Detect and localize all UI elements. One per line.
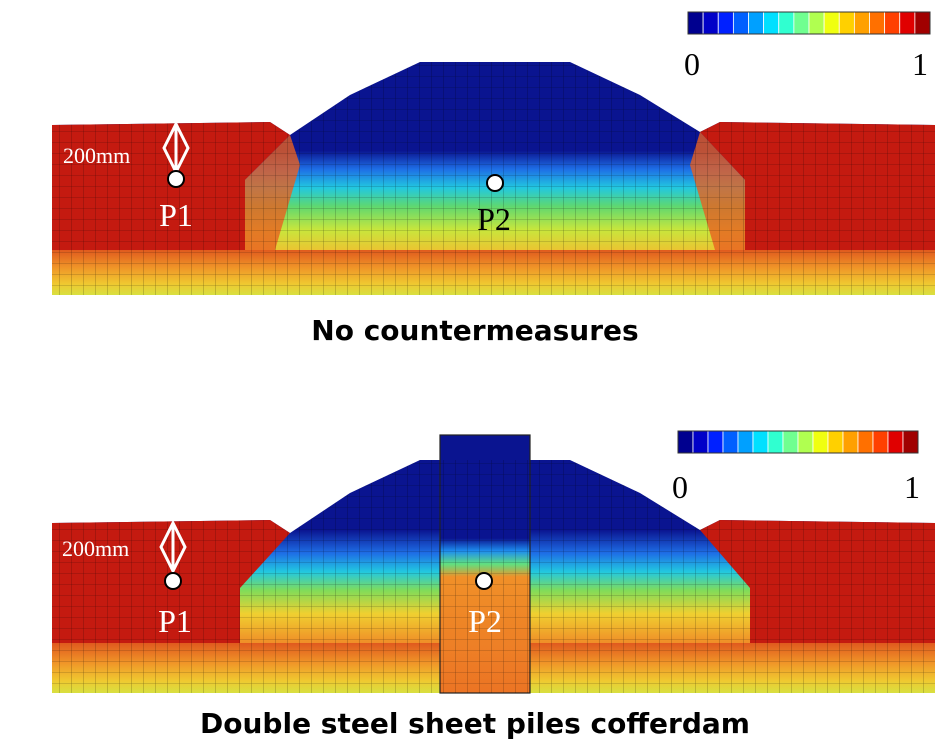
point-marker bbox=[164, 572, 182, 590]
colorbar-swatch bbox=[823, 11, 840, 35]
point-marker bbox=[475, 572, 493, 590]
point-marker bbox=[167, 170, 185, 188]
panel: 0 1 200mm P1 P2 Double steel sheet piles… bbox=[62, 430, 920, 740]
colorbar-swatch bbox=[692, 430, 709, 454]
colorbar bbox=[677, 430, 919, 454]
colorbar-swatch bbox=[869, 11, 886, 35]
colorbar-swatch bbox=[902, 430, 919, 454]
scale-label: 200mm bbox=[63, 143, 130, 168]
colorbar-swatch bbox=[748, 11, 765, 35]
colorbar-swatch bbox=[722, 430, 739, 454]
colorbar-swatch bbox=[914, 11, 931, 35]
point-marker bbox=[486, 174, 504, 192]
colorbar-swatch bbox=[732, 11, 749, 35]
colorbar bbox=[687, 11, 931, 35]
colorbar-swatch bbox=[717, 11, 734, 35]
scale-arrow bbox=[159, 519, 187, 575]
colorbar-swatch bbox=[687, 11, 704, 35]
point-label: P1 bbox=[158, 603, 192, 639]
colorbar-swatch bbox=[899, 11, 916, 35]
colorbar-border bbox=[677, 430, 919, 454]
contour-plot bbox=[51, 434, 936, 694]
colorbar-swatch bbox=[812, 430, 829, 454]
colorbar-max: 1 bbox=[904, 469, 920, 505]
colorbar-swatch bbox=[808, 11, 825, 35]
colorbar-swatch bbox=[838, 11, 855, 35]
colorbar-swatch bbox=[827, 430, 844, 454]
colorbar-swatch bbox=[857, 430, 874, 454]
colorbar-swatch bbox=[797, 430, 814, 454]
colorbar-min: 0 bbox=[672, 469, 688, 505]
colorbar-swatch bbox=[752, 430, 769, 454]
point-label: P2 bbox=[477, 201, 511, 237]
colorbar-swatch bbox=[842, 430, 859, 454]
colorbar-swatch bbox=[872, 430, 889, 454]
caption: No countermeasures bbox=[311, 314, 638, 347]
colorbar-swatch bbox=[793, 11, 810, 35]
colorbar-max: 1 bbox=[912, 46, 928, 82]
colorbar-swatch bbox=[702, 11, 719, 35]
colorbar-swatch bbox=[778, 11, 795, 35]
colorbar-swatch bbox=[884, 11, 901, 35]
colorbar-swatch bbox=[767, 430, 784, 454]
colorbar-swatch bbox=[782, 430, 799, 454]
colorbar-swatch bbox=[677, 430, 694, 454]
colorbar-swatch bbox=[707, 430, 724, 454]
point-label: P1 bbox=[159, 197, 193, 233]
colorbar-border bbox=[687, 11, 931, 35]
colorbar-swatch bbox=[763, 11, 780, 35]
point-label: P2 bbox=[468, 603, 502, 639]
colorbar-swatch bbox=[887, 430, 904, 454]
scale-label: 200mm bbox=[62, 536, 129, 561]
colorbar-swatch bbox=[853, 11, 870, 35]
colorbar-min: 0 bbox=[684, 46, 700, 82]
panel: 0 1 200mm P1 P2 No countermeasures bbox=[63, 11, 931, 347]
caption: Double steel sheet piles cofferdam bbox=[200, 707, 750, 740]
colorbar-swatch bbox=[737, 430, 754, 454]
